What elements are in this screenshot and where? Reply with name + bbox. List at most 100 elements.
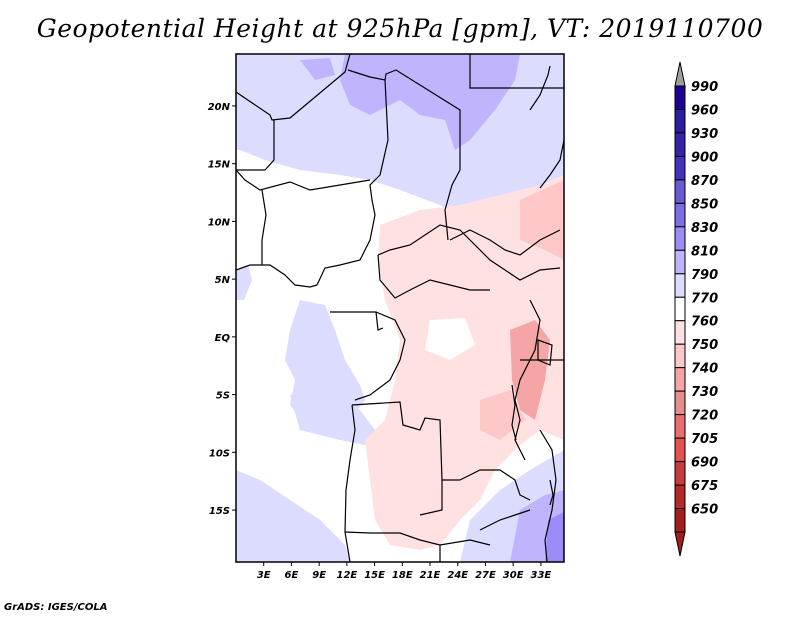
- grads-credit: GrADS: IGES/COLA: [4, 602, 108, 613]
- colorbar-swatch: [674, 132, 686, 157]
- colorbar-label: 705: [691, 432, 718, 447]
- border-chad-west: [369, 79, 389, 201]
- x-tick-label: 27E: [475, 570, 496, 581]
- border-cameroon-south: [330, 311, 384, 331]
- colorbar-label: 830: [691, 221, 718, 236]
- x-tick-label: 15E: [364, 570, 385, 581]
- x-tick-label: 12E: [336, 570, 357, 581]
- border-car: [377, 224, 561, 281]
- colorbar-swatch: [674, 202, 686, 228]
- x-tick-label: 30E: [503, 570, 524, 581]
- border-nigeria-cameroon: [316, 199, 376, 286]
- border-algeria-niger: [236, 54, 351, 121]
- border-angola-north: [351, 401, 460, 481]
- border-zim: [479, 509, 531, 531]
- border-mali-niger: [236, 120, 275, 171]
- lake-malawi: [549, 479, 554, 506]
- border-car-south: [377, 254, 490, 299]
- border-chad-egypt: [469, 54, 564, 89]
- y-tick-label: 5S: [216, 391, 230, 402]
- y-tick-label: 20N: [208, 102, 231, 113]
- border-niger-libya: [347, 69, 461, 170]
- border-angola-coast: [344, 404, 356, 562]
- colorbar-swatch: [674, 226, 686, 251]
- x-tick-label: 3E: [257, 570, 271, 581]
- colorbar-top-arrow: [674, 61, 686, 87]
- colorbar-swatch: [674, 484, 686, 510]
- height-field-shading: [236, 54, 564, 562]
- colorbar-label: 850: [691, 197, 718, 212]
- border-angola-namibia: [344, 531, 491, 546]
- map-plot-area: [236, 54, 564, 562]
- red-sea-coast: [529, 65, 551, 111]
- x-tick-label: 21E: [420, 570, 441, 581]
- border-nigeria-benin: [261, 189, 267, 265]
- x-tick-label: 9E: [312, 570, 326, 581]
- region-south-atlantic: [236, 470, 350, 562]
- colorbar-label: 730: [691, 385, 718, 400]
- x-tick-label: 18E: [392, 570, 413, 581]
- colorbar-swatch: [674, 390, 686, 416]
- border-sudan-south: [449, 229, 561, 256]
- colorbar-label: 740: [691, 362, 718, 377]
- colorbar-label: 650: [691, 503, 718, 518]
- y-axis: 20N 15N 10N 5N EQ 5S 10S 15S: [208, 102, 236, 517]
- x-tick-label: 6E: [285, 570, 299, 581]
- border-zambia-east: [459, 469, 531, 501]
- colorbar-swatch: [674, 508, 686, 533]
- y-tick-label: 5N: [215, 275, 231, 286]
- y-tick-label: 10S: [209, 448, 230, 459]
- x-axis: 3E 6E 9E 12E 15E 18E 21E 24E 27E 30E 33E: [257, 562, 551, 581]
- colorbar-swatch: [674, 367, 686, 392]
- y-tick-label: 10N: [208, 217, 231, 228]
- colorbar-label: 770: [691, 291, 718, 306]
- border-sudan-east: [539, 139, 564, 189]
- colorbar-label: 790: [691, 268, 718, 283]
- border-chad-sudan: [444, 169, 461, 241]
- colorbar-label: 750: [691, 338, 718, 353]
- map-frame: [235, 53, 565, 563]
- colorbar-label: 810: [691, 244, 718, 259]
- colorbar-label: 760: [691, 315, 718, 330]
- colorbar-swatch: [674, 414, 686, 439]
- colorbar: 990 960 930 900 870 850 830 810 790 770 760 750 740 7…: [674, 61, 718, 557]
- region-libya-egypt-high-2: [300, 58, 335, 80]
- y-tick-label: 15S: [209, 506, 230, 517]
- colorbar-swatch: [674, 343, 686, 369]
- colorbar-swatch: [674, 296, 686, 322]
- colorbar-label: 990: [691, 80, 718, 95]
- y-tick-label: 15N: [208, 160, 231, 171]
- x-tick-label: 24E: [447, 570, 468, 581]
- colorbar-swatch: [674, 273, 686, 298]
- colorbar-swatch: [674, 461, 686, 486]
- region-southeast-africa-higher: [545, 512, 564, 562]
- colorbar-label: 690: [691, 456, 718, 471]
- y-tick-label: EQ: [215, 333, 231, 344]
- lake-tanganyika: [511, 384, 517, 441]
- region-south-atlantic-2: [290, 395, 375, 445]
- border-congo: [354, 311, 406, 401]
- region-great-lakes-low: [510, 320, 550, 420]
- border-drc-east: [514, 299, 541, 461]
- border-mozambique: [539, 429, 557, 562]
- colorbar-label: 675: [691, 479, 718, 494]
- region-central-africa-mid: [520, 180, 564, 260]
- region-congo-neutral: [425, 318, 475, 360]
- region-great-lakes-low-2: [480, 390, 525, 440]
- region-atlantic-west: [236, 265, 252, 300]
- colorbar-label: 870: [691, 174, 718, 189]
- border-coast-west-africa: [236, 264, 318, 288]
- colorbar-swatch: [674, 437, 686, 463]
- country-borders: [236, 54, 564, 562]
- colorbar-swatch: [674, 179, 686, 204]
- colorbar-swatch: [674, 155, 686, 181]
- border-angola-zambia: [419, 480, 443, 516]
- colorbar-label: 900: [691, 150, 718, 165]
- colorbar-label: 720: [691, 409, 718, 424]
- colorbar-bottom-arrow: [674, 531, 686, 557]
- colorbar-swatch: [674, 108, 686, 134]
- colorbar-label: 960: [691, 103, 718, 118]
- colorbar-swatch: [674, 85, 686, 110]
- chart-title: Geopotential Height at 925hPa [gpm], VT:…: [36, 14, 764, 43]
